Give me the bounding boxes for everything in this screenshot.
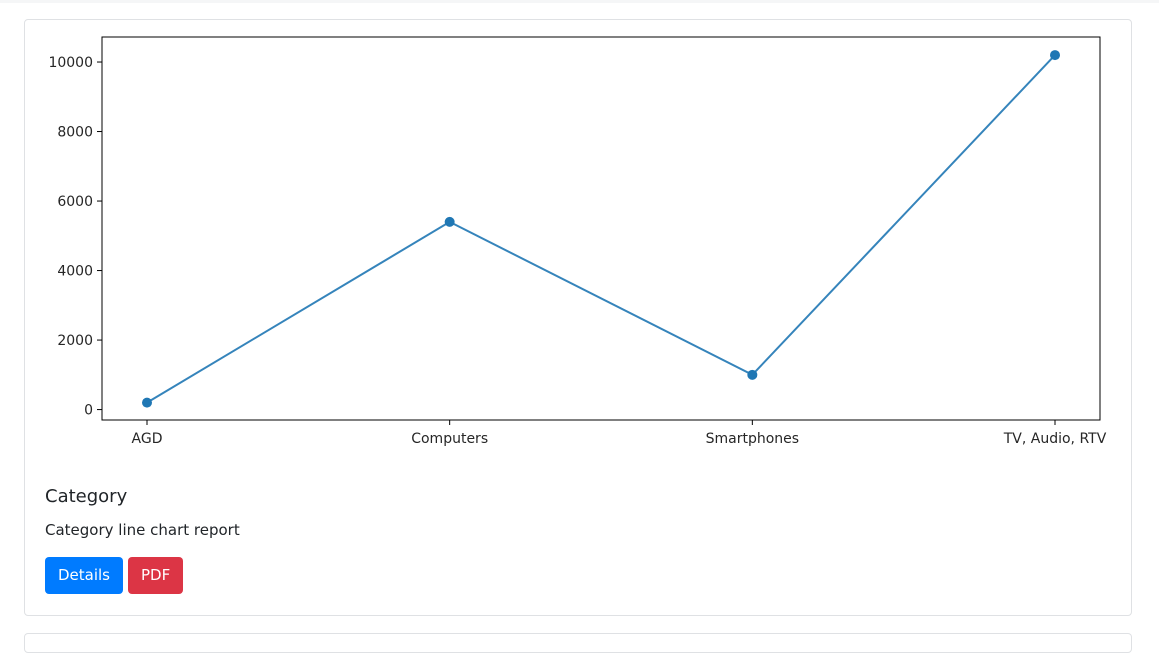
data-point [444, 216, 455, 227]
card-title: Category [45, 486, 128, 507]
plot-frame [101, 36, 1101, 421]
y-tick-label: 4000 [57, 264, 93, 280]
button-row: Details PDF [45, 557, 1105, 594]
report-card: 0 2000 4000 6000 8000 10000 AGD Computers Smartp… [24, 19, 1132, 616]
card-body: Category Category line chart report Deta… [45, 485, 1105, 594]
pdf-button[interactable]: PDF [128, 557, 184, 594]
y-tick-label: 10000 [48, 55, 93, 71]
y-tick-label: 8000 [57, 125, 93, 141]
next-card [24, 633, 1132, 653]
x-tick-label: TV, Audio, RTV [1003, 431, 1107, 447]
x-tick-label: AGD [132, 431, 163, 447]
data-point [1050, 50, 1060, 61]
x-tick-label: Smartphones [706, 431, 799, 447]
y-tick-label: 2000 [57, 333, 93, 349]
series-line [146, 54, 1056, 404]
top-strip [0, 0, 1159, 3]
y-tick-label: 0 [84, 403, 93, 419]
card-description: Category line chart report [45, 521, 240, 539]
data-point [142, 397, 152, 408]
line-chart: 0 2000 4000 6000 8000 10000 AGD Computers Smartp… [48, 36, 1107, 447]
y-tick-label: 6000 [57, 194, 93, 210]
details-button[interactable]: Details [45, 557, 124, 594]
data-point [747, 369, 758, 380]
x-tick-label: Computers [411, 431, 488, 447]
